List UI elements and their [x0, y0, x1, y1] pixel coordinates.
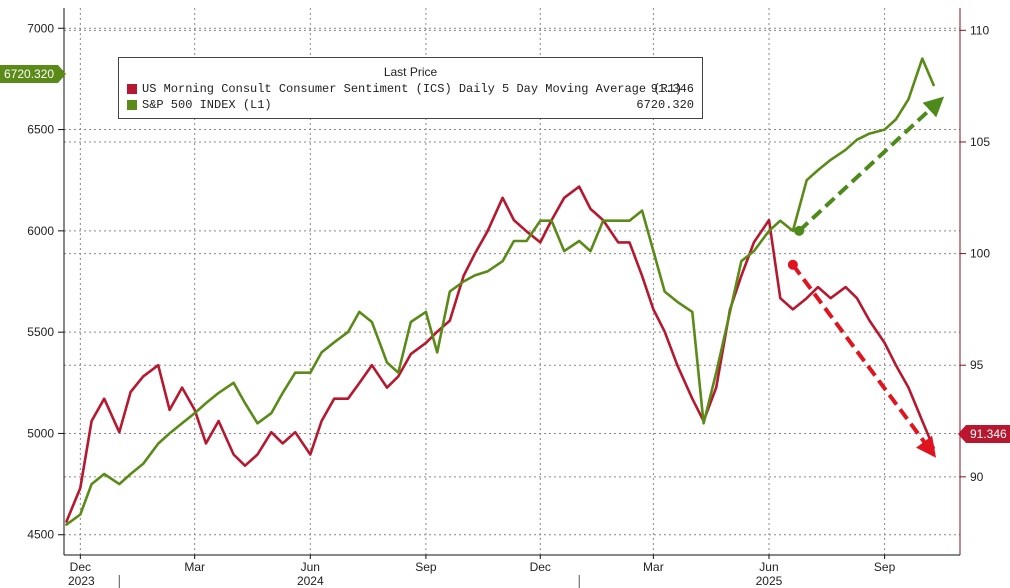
- annotation-arrow-green: [797, 96, 945, 233]
- left-tick-label: 5000: [27, 426, 54, 440]
- series-group: [65, 57, 935, 526]
- x-tick-label: Dec: [530, 560, 551, 574]
- series-line-sentiment: [65, 185, 935, 523]
- legend-item-spx: S&P 500 INDEX (L1) 6720.320: [127, 98, 694, 114]
- legend-label-sentiment: US Morning Consult Consumer Sentiment (I…: [142, 82, 683, 96]
- annotation-arrow-red: [791, 263, 936, 458]
- x-tick-label: Jun: [759, 560, 778, 574]
- annotation-dot-green: [794, 225, 805, 236]
- left-tick-label: 6500: [27, 123, 54, 137]
- legend-swatch-sentiment: [127, 84, 137, 94]
- legend-value-spx: 6720.320: [636, 98, 694, 112]
- right-tick-label: 90: [970, 470, 984, 484]
- annotations: [787, 96, 945, 458]
- x-tick-label: Mar: [643, 560, 664, 574]
- left-tick-label: 5500: [27, 325, 54, 339]
- right-tick-label: 110: [970, 23, 989, 37]
- annotation-dot-red: [787, 259, 798, 270]
- legend-swatch-spx: [127, 100, 137, 110]
- axes: 4500 5000 5500 6000 6500 7000 90 95 100 105 110 Dec…: [27, 8, 990, 588]
- right-tick-label: 100: [970, 247, 990, 261]
- spx-last-price-tag: 6720.320: [0, 65, 66, 83]
- x-tick-label: Mar: [184, 560, 205, 574]
- x-year-label: 2025: [756, 574, 783, 588]
- left-tick-label: 7000: [27, 21, 54, 35]
- left-tick-label: 6000: [27, 224, 54, 238]
- series-line-spx: [65, 57, 935, 526]
- legend-value-sentiment: 91.346: [650, 82, 694, 96]
- x-tick-label: Sep: [874, 560, 896, 574]
- legend-title: Last Price: [383, 65, 438, 79]
- sentiment-last-price-tag: 91.346: [958, 425, 1010, 443]
- x-year-label: 2024: [297, 574, 324, 588]
- legend-item-sentiment: US Morning Consult Consumer Sentiment (I…: [127, 82, 694, 98]
- legend-label-spx: S&P 500 INDEX (L1): [142, 98, 272, 112]
- right-tick-label: 105: [970, 135, 990, 149]
- x-tick-label: Dec: [70, 560, 91, 574]
- legend: Last Price US Morning Consult Consumer S…: [118, 57, 703, 119]
- x-tick-label: Jun: [301, 560, 320, 574]
- x-year-label: 2023: [68, 574, 95, 588]
- right-tick-label: 95: [970, 358, 984, 372]
- x-tick-label: Sep: [415, 560, 437, 574]
- left-tick-label: 4500: [27, 528, 54, 542]
